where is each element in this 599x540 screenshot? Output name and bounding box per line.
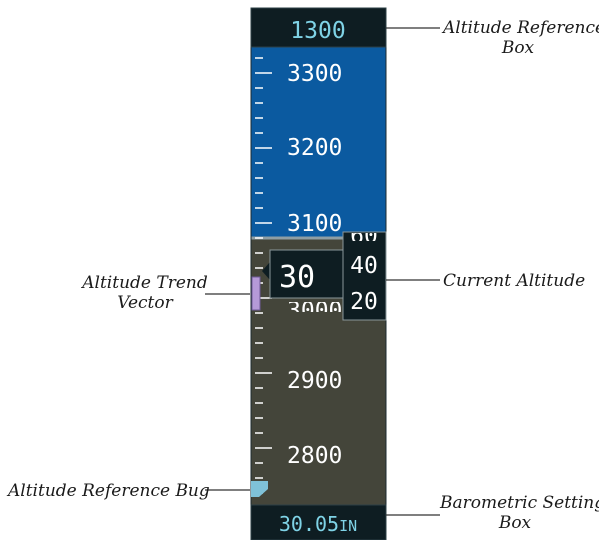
scale-label-2800: 2800 [287,443,342,469]
barometric-setting-box[interactable]: 30.05IN [250,504,387,540]
barometric-setting-text: 30.05IN [279,512,357,536]
altitude-reference-value: 1300 [290,18,345,44]
scale-label-3300: 3300 [287,61,342,87]
callout-barometric-setting-box: Barometric Setting Box [440,493,599,533]
callout-barometric-setting-box-line2: Box [498,513,532,533]
scale-label-3100: 3100 [287,211,342,237]
current-altitude-rolling-lower: 20 [350,289,378,315]
callout-current-altitude: Current Altitude [443,271,593,291]
callout-altitude-reference-bug-line1: Altitude Reference Bug [8,481,210,501]
scale-label-3000-partial: 3000 [287,298,342,324]
callout-current-altitude-line1: Current Altitude [443,271,586,291]
scale-label-2900: 2900 [287,368,342,394]
current-altitude-hundreds: 30 [279,260,315,295]
callout-altitude-reference-bug: Altitude Reference Bug [8,481,210,501]
altitude-trend-vector [251,276,261,311]
callout-altitude-reference-box-line2: Box [501,38,535,58]
current-altitude-readout: 60 30 40 20 [262,223,387,321]
barometric-setting-unit: IN [339,517,357,535]
readout-main-box [269,249,344,299]
readout-rolling-box [342,231,387,321]
altitude-reference-box[interactable]: 1300 [250,7,387,48]
callout-altitude-reference-box: Altitude Reference Box [443,18,599,58]
callout-altitude-trend-vector-line1: Altitude Trend [82,273,208,293]
current-altitude-rolling-upper: 40 [350,253,378,279]
callout-altitude-reference-box-line1: Altitude Reference [443,18,599,38]
callout-altitude-trend-vector-line2: Vector [117,293,173,313]
barometric-setting-value: 30.05 [279,512,339,536]
tape-sky-band [251,47,386,238]
readout-pointer [262,262,270,280]
callout-altitude-trend-vector: Altitude Trend Vector [70,273,220,313]
scale-label-3200: 3200 [287,135,342,161]
altitude-reference-bug[interactable] [251,481,268,497]
callout-barometric-setting-box-line1: Barometric Setting [440,493,599,513]
readout-rolling-top-sliver: 60 [350,223,378,249]
